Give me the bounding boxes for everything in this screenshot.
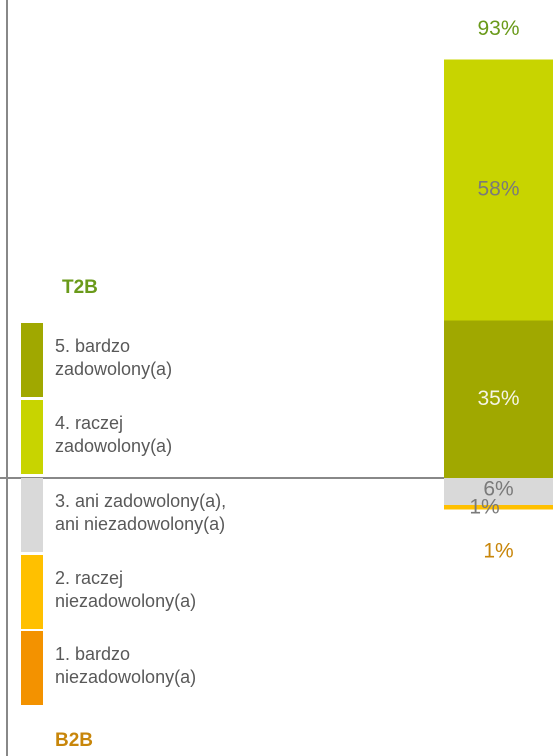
bar-segment (444, 59, 553, 321)
legend-label: 4. raczej zadowolony(a) (55, 413, 173, 456)
bottom-box-label: B2B (55, 730, 93, 751)
top-box-label: T2B (62, 277, 98, 298)
bar-segment (444, 320, 553, 478)
legend-swatch (21, 631, 43, 705)
legend-label: 5. bardzo zadowolony(a) (55, 336, 173, 379)
legend-swatch (21, 478, 43, 552)
top-box-value: 93% (477, 17, 519, 40)
value-label: 35% (477, 387, 519, 410)
legend-swatch (21, 555, 43, 629)
legend-label: 2. raczej niezadowolony(a) (55, 568, 197, 611)
value-label: 1% (469, 496, 499, 519)
legend-swatch (21, 400, 43, 474)
legend-label: 1. bardzo niezadowolony(a) (55, 644, 197, 687)
legend-label: 3. ani zadowolony(a), ani niezadowolony(… (55, 491, 227, 534)
bottom-box-value: 1% (483, 540, 513, 563)
bar-segment (444, 505, 553, 510)
bar-segment (444, 478, 553, 505)
legend-swatch (21, 323, 43, 397)
value-label: 58% (477, 178, 519, 201)
value-label: 6% (483, 478, 513, 501)
